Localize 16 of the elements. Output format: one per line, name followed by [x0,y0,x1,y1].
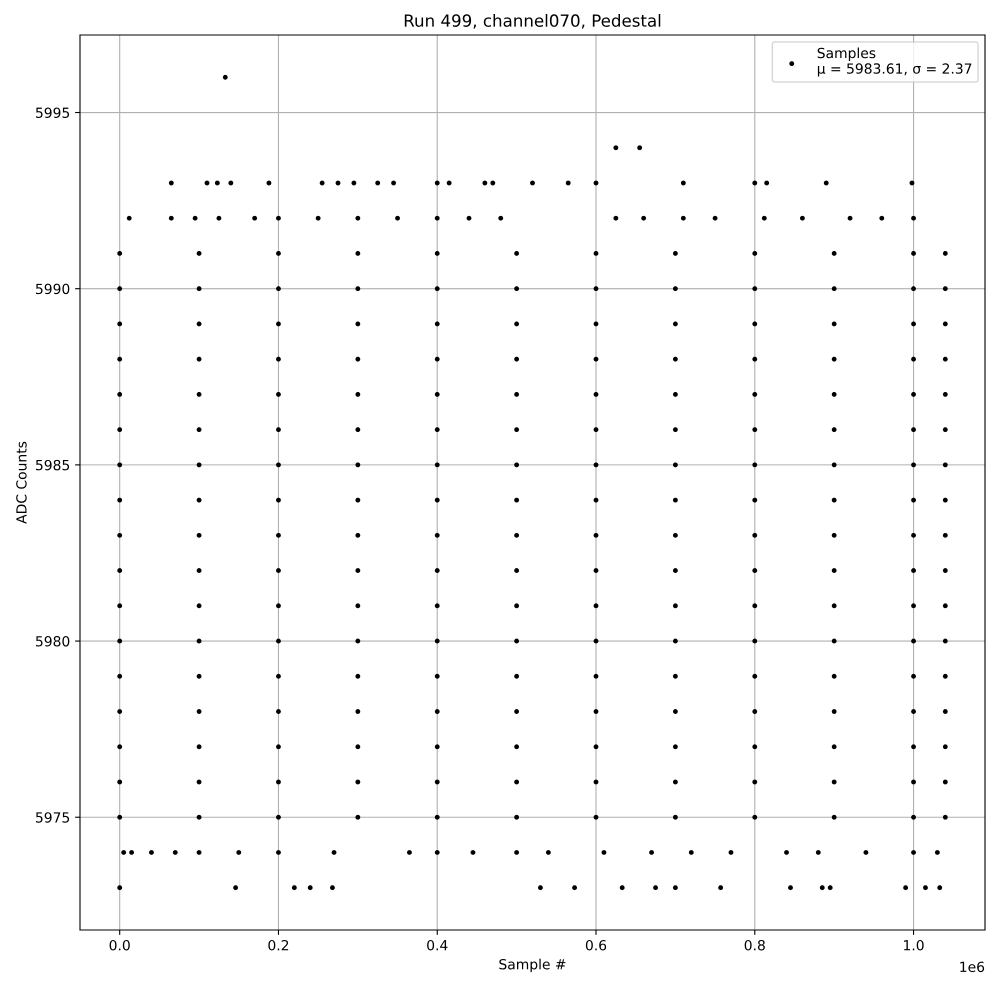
y-tick-label: 5980 [36,636,70,647]
x-tick-label: 0.4 [427,940,448,950]
y-axis-title: ADC Counts [16,442,27,524]
y-tick-label: 5990 [36,284,70,294]
text: 1e6 [960,962,984,972]
x-axis-title: Sample # [499,958,566,972]
y-tick-label: 5985 [36,460,70,470]
legend-label: Samples μ = 5983.61, σ = 2.37 [818,48,972,76]
x-tick-label: 0.2 [268,940,288,950]
x-tick-label: 1.0 [904,940,924,950]
x-tick-label: 0.0 [110,940,130,950]
y-tick-label: 5975 [36,812,70,823]
x-tick-label: 0.6 [586,940,606,950]
chart-title: Run 499, channel070, Pedestal [404,14,660,29]
y-tick-label: 5995 [36,107,70,118]
x-tick-label: 0.8 [744,940,765,950]
